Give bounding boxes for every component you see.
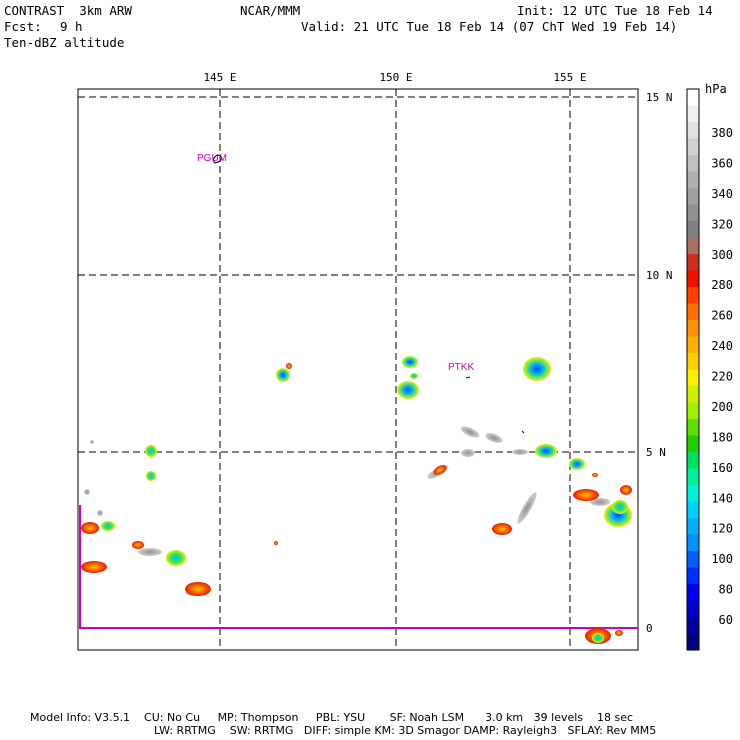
colorbar-label: 280 xyxy=(711,278,733,292)
forecast-label: Fcst: xyxy=(4,19,42,34)
colorbar-swatch xyxy=(687,336,699,354)
colorbar-swatch xyxy=(687,617,699,634)
colorbar-swatch xyxy=(687,287,699,304)
station-pgum: PGUM xyxy=(197,153,227,164)
colorbar-swatch xyxy=(687,485,699,502)
init-time: Init: 12 UTC Tue 18 Feb 14 xyxy=(517,3,713,18)
colorbar-swatch xyxy=(687,254,699,271)
colorbar-label: 60 xyxy=(719,613,733,627)
coastline xyxy=(212,96,525,434)
lat-label-5: 5 N xyxy=(646,446,666,459)
colorbar-swatch xyxy=(687,105,699,123)
colorbar-swatch xyxy=(687,468,699,486)
colorbar-label: 200 xyxy=(711,400,733,414)
colorbar-swatch xyxy=(687,633,699,651)
colorbar-labels: 380 360 340 320 300 280 260 240 220 200 180 160 140 1… xyxy=(711,126,733,627)
colorbar-swatch xyxy=(687,402,699,420)
domain-boundary xyxy=(79,505,638,629)
colorbar-swatch xyxy=(687,419,699,436)
convective-echoes xyxy=(101,356,632,643)
colorbar-label: 340 xyxy=(711,187,733,201)
organization: NCAR/MMM xyxy=(240,3,301,18)
lon-label-145: 145 E xyxy=(203,71,236,84)
lat-label-0: 0 xyxy=(646,622,653,635)
colorbar-swatch xyxy=(687,122,699,139)
lat-label-10: 10 N xyxy=(646,269,673,282)
colorbar-swatch xyxy=(687,386,699,403)
model-info-line-1: Model Info: V3.5.1 CU: No Cu MP: Thompso… xyxy=(30,711,634,724)
colorbar-label: 160 xyxy=(711,461,733,475)
colorbar-label: 300 xyxy=(711,248,733,262)
model-info-line-2: LW: RRTMG SW: RRTMG DIFF: simple KM: 3D … xyxy=(154,724,657,737)
colorbar-label: 240 xyxy=(711,339,733,353)
colorbar-label: 100 xyxy=(711,552,733,566)
colorbar-swatch xyxy=(687,204,699,222)
lat-label-15: 15 N xyxy=(646,91,673,104)
colorbar-swatch xyxy=(687,89,699,106)
graticule xyxy=(78,89,638,650)
colorbar-swatch xyxy=(687,600,699,618)
map-frame xyxy=(77,88,639,651)
colorbar-label: 140 xyxy=(711,491,733,505)
lon-label-150: 150 E xyxy=(379,71,412,84)
colorbar-swatch xyxy=(687,171,699,189)
colorbar xyxy=(686,88,700,651)
forecast-hour: 9 h xyxy=(60,19,83,34)
lon-label-155: 155 E xyxy=(553,71,586,84)
colorbar-swatch xyxy=(687,320,699,337)
valid-time: Valid: 21 UTC Tue 18 Feb 14 (07 ChT Wed … xyxy=(301,19,678,34)
colorbar-swatch xyxy=(687,221,699,238)
colorbar-swatch xyxy=(687,303,699,321)
colorbar-swatch xyxy=(687,435,699,453)
colorbar-swatch xyxy=(687,138,699,156)
colorbar-label: 220 xyxy=(711,370,733,384)
colorbar-swatch xyxy=(687,501,699,519)
colorbar-label: 80 xyxy=(719,583,733,597)
colorbar-swatch xyxy=(687,353,699,370)
colorbar-frame xyxy=(686,88,700,651)
colorbar-label: 260 xyxy=(711,309,733,323)
red-echoes xyxy=(81,363,632,644)
colorbar-swatch xyxy=(687,551,699,568)
colorbar-swatch xyxy=(687,518,699,535)
colorbar-swatch xyxy=(687,237,699,255)
colorbar-swatch xyxy=(687,369,699,387)
colorbar-label: 120 xyxy=(711,522,733,536)
field-name: Ten-dBZ altitude xyxy=(4,35,125,50)
colorbar-unit: hPa xyxy=(705,82,727,96)
model-title: CONTRAST 3km ARW xyxy=(4,3,132,18)
colorbar-swatch xyxy=(687,567,699,585)
colorbar-label: 320 xyxy=(711,217,733,231)
colorbar-swatch xyxy=(687,188,699,205)
station-ptkk: PTKK xyxy=(448,362,474,373)
colorbar-swatch xyxy=(687,584,699,601)
colorbar-swatch xyxy=(687,155,699,172)
colorbar-swatch xyxy=(687,270,699,288)
colorbar-label: 180 xyxy=(711,430,733,444)
colorbar-swatch xyxy=(687,452,699,469)
colorbar-swatch xyxy=(687,534,699,552)
colorbar-label: 380 xyxy=(711,126,733,140)
colorbar-label: 360 xyxy=(711,156,733,170)
